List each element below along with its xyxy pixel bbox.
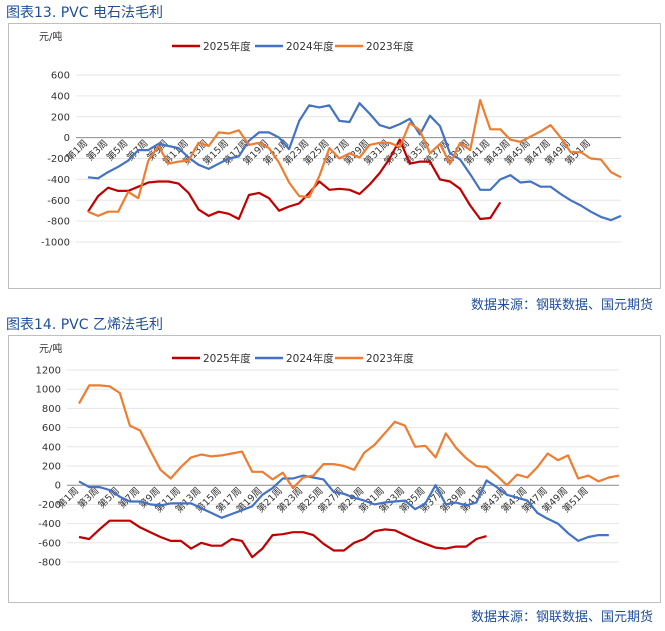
y-tick-label: -600 bbox=[47, 196, 70, 207]
series-line-2024年度 bbox=[87, 102, 622, 222]
chart-1-title-text: 图表13. PVC 电石法毛利 bbox=[6, 5, 163, 21]
legend-label: 2024年度 bbox=[286, 352, 334, 365]
y-tick-label: -200 bbox=[47, 154, 70, 165]
legend-label: 2025年度 bbox=[203, 40, 251, 53]
legend-label: 2023年度 bbox=[366, 352, 414, 365]
chart-2-source: 数据来源：钢联数据、国元期货 bbox=[470, 610, 653, 625]
y-tick-label: 400 bbox=[42, 442, 61, 453]
legend-label: 2024年度 bbox=[286, 40, 334, 53]
chart-1-frame: 元/吨 600 400 200 0 -200 -400 -600 -800 -1000 第1周 第3周… bbox=[8, 23, 661, 289]
y-tick-label: 200 bbox=[42, 462, 61, 473]
y-tick-label: -400 bbox=[47, 175, 70, 186]
y-tick-label: -800 bbox=[38, 558, 61, 569]
y-tick-label: -600 bbox=[38, 538, 61, 549]
y-tick-label: 1000 bbox=[36, 385, 61, 396]
x-tick-label: 第5周 bbox=[104, 137, 130, 163]
chart-1-source: 数据来源：钢联数据、国元期货 bbox=[470, 298, 653, 313]
chart-2-frame: 元/吨 1200 1000 800 600 400 200 0 -200 -400 -600 -800… bbox=[8, 335, 661, 603]
series-line-2025年度 bbox=[87, 138, 502, 221]
y-tick-label: -200 bbox=[38, 500, 61, 511]
y-tick-label: 1200 bbox=[36, 366, 61, 377]
chart-2-svg: 元/吨 1200 1000 800 600 400 200 0 -200 -400 -600 -800… bbox=[36, 342, 620, 569]
y-tick-label: 0 bbox=[55, 481, 61, 492]
y-unit-label: 元/吨 bbox=[39, 342, 62, 355]
y-tick-label: -400 bbox=[38, 519, 61, 530]
chart-1-title: 图表13. PVC 电石法毛利 bbox=[0, 2, 665, 24]
x-tick-label: 第3周 bbox=[84, 137, 110, 163]
y-tick-label: 800 bbox=[42, 404, 61, 415]
series-line-2024年度 bbox=[78, 474, 609, 542]
y-tick-label: -1000 bbox=[41, 238, 70, 249]
y-unit-label: 元/吨 bbox=[39, 30, 62, 43]
y-tick-label: 600 bbox=[51, 71, 70, 82]
x-tick-label: 第3周 bbox=[75, 485, 101, 511]
chart-2-title-text: 图表14. PVC 乙烯法毛利 bbox=[6, 317, 163, 333]
y-tick-label: -800 bbox=[47, 217, 70, 228]
series-line-2023年度 bbox=[78, 384, 620, 490]
y-tick-label: 0 bbox=[64, 133, 70, 144]
series-line-2023年度 bbox=[87, 98, 622, 217]
series-line-2025年度 bbox=[78, 519, 487, 559]
y-tick-label: 400 bbox=[51, 91, 70, 102]
y-tick-label: 200 bbox=[51, 112, 70, 123]
chart-2-title: 图表14. PVC 乙烯法毛利 bbox=[0, 314, 665, 336]
chart-1-svg: 元/吨6004002000-200-400-600-800-1000第1周第3周… bbox=[39, 30, 622, 249]
y-tick-label: 600 bbox=[42, 423, 61, 434]
legend-label: 2025年度 bbox=[203, 352, 251, 365]
legend-label: 2023年度 bbox=[366, 40, 414, 53]
